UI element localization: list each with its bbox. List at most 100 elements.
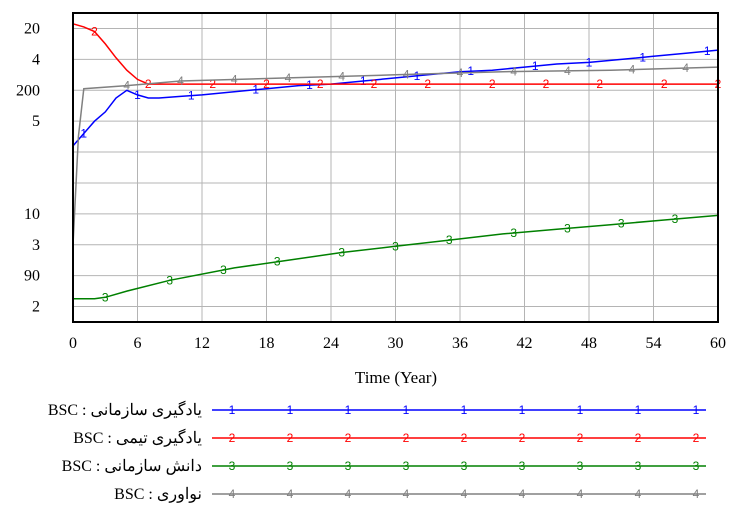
legend-label: BSC : یادگیری سازمانی (48, 400, 202, 419)
series-marker: 2 (543, 77, 550, 91)
series-marker: 3 (338, 245, 345, 259)
series-marker: 1 (704, 44, 711, 58)
legend-marker: 4 (519, 487, 526, 501)
legend-marker: 2 (287, 431, 294, 445)
series-marker: 3 (274, 255, 281, 269)
x-tick-label: 24 (323, 335, 339, 352)
series-marker: 4 (403, 67, 410, 81)
legend-marker: 1 (345, 403, 352, 417)
x-tick-label: 18 (259, 335, 275, 352)
legend-marker: 3 (345, 459, 352, 473)
series-marker: 4 (564, 64, 571, 78)
series-marker: 1 (467, 64, 474, 78)
series-marker: 1 (252, 83, 259, 97)
series-marker: 2 (317, 77, 324, 91)
series-marker: 4 (123, 79, 130, 93)
legend-marker: 4 (345, 487, 352, 501)
plot-area-border (72, 12, 719, 323)
series-marker: 3 (672, 212, 679, 226)
x-tick-label: 6 (134, 335, 142, 352)
legend-marker: 4 (287, 487, 294, 501)
legend-marker: 3 (693, 459, 700, 473)
x-tick-label: 30 (388, 335, 404, 352)
y-tick-label: 5 (32, 113, 40, 130)
legend-marker: 3 (229, 459, 236, 473)
series-marker: 4 (457, 66, 464, 80)
series-marker: 2 (661, 77, 668, 91)
series-marker: 1 (639, 50, 646, 64)
legend-marker: 1 (403, 403, 410, 417)
series-marker: 3 (220, 263, 227, 277)
x-tick-label: 60 (710, 335, 726, 352)
legend-marker: 1 (577, 403, 584, 417)
series-marker: 3 (564, 221, 571, 235)
series-marker: 3 (446, 233, 453, 247)
series-marker: 1 (80, 127, 87, 141)
series-marker: 3 (166, 273, 173, 287)
series-marker: 1 (414, 69, 421, 83)
legend-marker: 4 (577, 487, 584, 501)
series-marker: 3 (392, 239, 399, 253)
series-marker: 1 (188, 89, 195, 103)
legend-marker: 2 (519, 431, 526, 445)
y-tick-label: 200 (16, 82, 40, 99)
legend-marker: 4 (635, 487, 642, 501)
series-marker: 2 (596, 77, 603, 91)
series-marker: 2 (209, 77, 216, 91)
legend-marker: 1 (287, 403, 294, 417)
series-marker: 2 (489, 77, 496, 91)
legend-marker: 4 (229, 487, 236, 501)
series-marker: 2 (424, 77, 431, 91)
x-tick-label: 0 (69, 335, 77, 352)
y-tick-label: 4 (32, 51, 40, 68)
series-marker: 1 (134, 88, 141, 102)
x-tick-label: 36 (452, 335, 468, 352)
series-marker: 2 (263, 77, 270, 91)
legend-marker: 2 (635, 431, 642, 445)
legend-label: BSC : نواوری (114, 486, 202, 503)
legend-marker: 2 (229, 431, 236, 445)
legend-marker: 2 (577, 431, 584, 445)
legend-marker: 3 (461, 459, 468, 473)
x-tick-label: 48 (581, 335, 597, 352)
y-tick-label: 3 (32, 237, 40, 254)
legend-marker: 3 (635, 459, 642, 473)
series-marker: 3 (102, 290, 109, 304)
legend-marker: 1 (635, 403, 642, 417)
y-tick-label: 2 (32, 299, 40, 316)
legend: BSC : یادگیری سازمانی 1 1 1 1 1 1 1 1 1 BSC : یادگ… (48, 400, 706, 503)
legend-marker: 3 (287, 459, 294, 473)
x-axis-title: Time (Year) (355, 368, 437, 387)
series-marker: 4 (510, 65, 517, 79)
y-tick-label: 90 (24, 268, 40, 285)
x-tick-label: 42 (517, 335, 533, 352)
series-marker: 1 (306, 78, 313, 92)
series-marker: 3 (618, 217, 625, 231)
legend-label: BSC : یادگیری تیمی (73, 428, 202, 447)
series-marker: 1 (532, 59, 539, 73)
legend-marker: 3 (519, 459, 526, 473)
series-line-1 (72, 49, 719, 147)
y-tick-label: 20 (24, 20, 40, 37)
legend-marker: 3 (403, 459, 410, 473)
y-tick-label: 10 (24, 206, 40, 223)
series-marker: 1 (360, 74, 367, 88)
legend-marker: 4 (693, 487, 700, 501)
grid (73, 13, 718, 322)
series-marker: 4 (338, 69, 345, 83)
legend-marker: 4 (403, 487, 410, 501)
legend-marker: 3 (577, 459, 584, 473)
x-tick-label: 12 (194, 335, 210, 352)
legend-marker: 1 (461, 403, 468, 417)
legend-marker: 1 (519, 403, 526, 417)
series-marker: 3 (510, 226, 517, 240)
series-marker: 4 (285, 71, 292, 85)
series-marker: 2 (371, 77, 378, 91)
series-marker: 4 (629, 63, 636, 77)
series-marker: 4 (231, 72, 238, 86)
legend-marker: 2 (345, 431, 352, 445)
series-line-2 (72, 23, 718, 85)
